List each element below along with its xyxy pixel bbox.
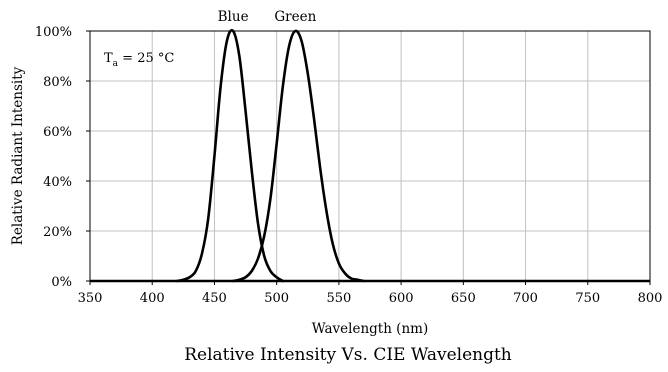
plot-frame: [89, 30, 651, 282]
y-tick-label: 40%: [43, 175, 72, 190]
x-tick-label: 600: [389, 291, 414, 306]
x-tick-label: 550: [326, 291, 351, 306]
temperature-annotation: Ta = 25 °C: [104, 51, 174, 69]
x-tick-label: 400: [140, 291, 165, 306]
svg-text:Ta = 25 °C: Ta = 25 °C: [104, 51, 174, 69]
series-line-green: [231, 29, 366, 283]
y-tick-label: 100%: [35, 25, 72, 40]
chart-title: Relative Intensity Vs. CIE Wavelength: [184, 345, 512, 365]
series-lines: Blue Green: [90, 9, 650, 283]
x-tick-label: 350: [78, 291, 103, 306]
x-tick-label: 750: [575, 291, 600, 306]
y-axis-title: Relative Radiant Intensity: [10, 66, 26, 245]
annotation-symbol: T: [104, 51, 113, 66]
series-line-blue: [175, 28, 285, 283]
y-tick-label: 0%: [51, 275, 72, 290]
y-tick-label: 20%: [43, 225, 72, 240]
axis-ticks: 350 400 450 500 550 600 650 700 750 800 0% 20% 40% 60…: [35, 25, 663, 306]
x-axis-title: Wavelength (nm): [312, 321, 428, 337]
y-tick-label: 80%: [43, 75, 72, 90]
x-tick-label: 500: [264, 291, 289, 306]
annotation-text: = 25 °C: [118, 51, 174, 66]
x-tick-label: 800: [638, 291, 663, 306]
series-label-blue: Blue: [218, 9, 249, 25]
series-label-green: Green: [274, 9, 316, 25]
x-tick-label: 450: [202, 291, 227, 306]
x-tick-label: 650: [451, 291, 476, 306]
y-tick-label: 60%: [43, 125, 72, 140]
x-tick-label: 700: [513, 291, 538, 306]
annotation-subscript: a: [113, 59, 119, 69]
grid-lines: [90, 31, 650, 281]
